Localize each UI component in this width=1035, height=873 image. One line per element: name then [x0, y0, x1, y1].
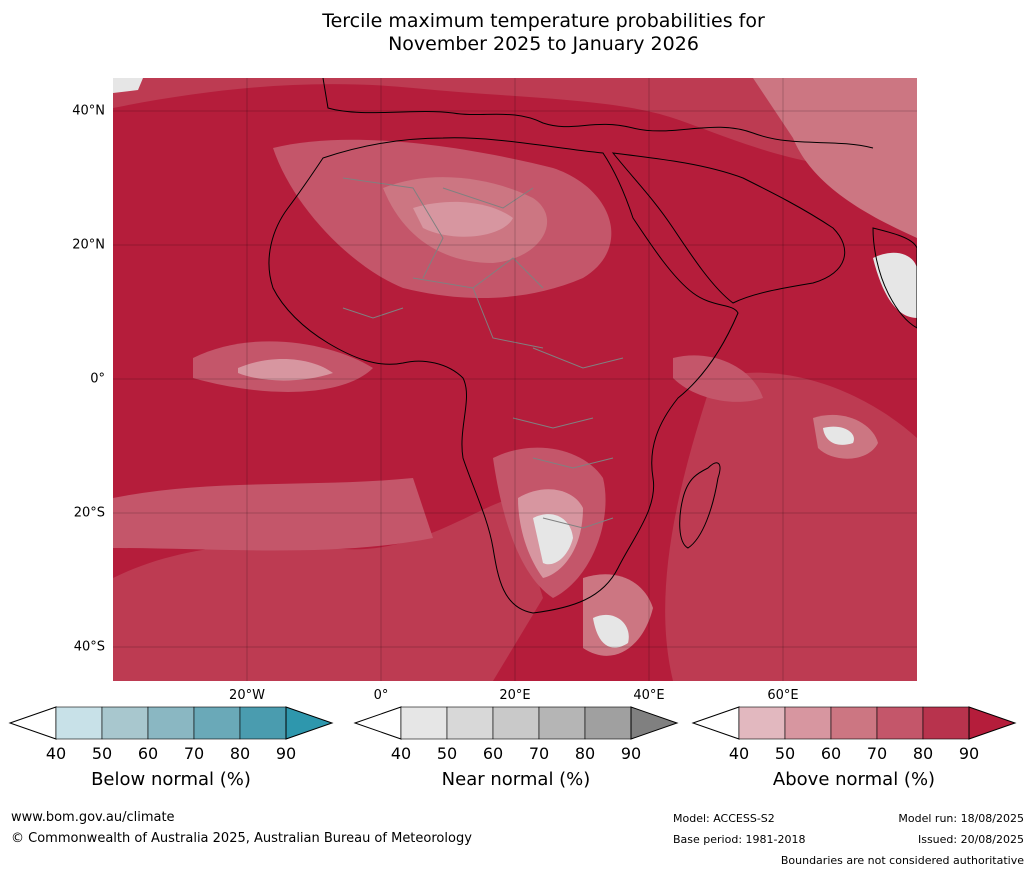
lon-label-0: 0°: [373, 688, 389, 703]
colorbar-below-label: Below normal (%): [91, 769, 251, 790]
colorbar-below-graphic: [8, 706, 334, 740]
colorbar-above-label: Above normal (%): [772, 769, 936, 790]
colorbar-above-tick: 80: [912, 744, 934, 763]
colorbar-above-segment: [922, 706, 970, 740]
europe-coastline: [322, 78, 874, 149]
colorbar-above-tick: 70: [866, 744, 888, 763]
arabia-coastline: [611, 152, 846, 304]
lon-label-40e: 40°E: [633, 688, 665, 703]
footer-url: www.bom.gov.au/climate: [11, 810, 175, 825]
map-graphic: [113, 78, 917, 681]
colorbar-near-segment: [538, 706, 586, 740]
footer-issued: Issued: 20/08/2025: [917, 833, 1024, 846]
colorbar-near-segment: [400, 706, 448, 740]
colorbar-near-segment: [492, 706, 540, 740]
colorbar-above-tick: 50: [774, 744, 796, 763]
colorbar-below-segment: [55, 706, 103, 740]
colorbar-below-tick: 50: [91, 744, 113, 763]
footer-model-run: Model run: 18/08/2025: [898, 812, 1024, 825]
colorbar-above-segment: [830, 706, 878, 740]
footer-base-period: Base period: 1981-2018: [673, 833, 806, 846]
footer-copyright: © Commonwealth of Australia 2025, Austra…: [11, 831, 472, 846]
colorbar-below-tick: 80: [229, 744, 251, 763]
colorbar-near-segment: [584, 706, 632, 740]
lat-label-40n: 40°N: [72, 103, 105, 119]
colorbar-below-tick: 40: [45, 744, 67, 763]
colorbar-below-low-extend: [8, 706, 57, 740]
colorbar-below-segment: [147, 706, 195, 740]
colorbar-near-low-extend: [353, 706, 402, 740]
colorbar-near-tick: 60: [482, 744, 504, 763]
colorbar-above-segment: [738, 706, 786, 740]
colorbar-near-label: Near normal (%): [441, 769, 591, 790]
colorbar-below-tick: 90: [275, 744, 297, 763]
colorbar-below-tick: 70: [183, 744, 205, 763]
colorbar-near-high-extend: [630, 706, 679, 740]
colorbar-above-tick: 40: [728, 744, 750, 763]
colorbar-above-graphic: [691, 706, 1017, 740]
colorbar-below-tick: 60: [137, 744, 159, 763]
lat-label-40s: 40°S: [73, 639, 105, 655]
colorbar-above-normal: 40 50 60 70 80 90 Above normal (%): [691, 706, 1017, 796]
probability-map: [113, 78, 917, 681]
country-borders: [342, 177, 624, 529]
colorbar-below-normal: 40 50 60 70 80 90 Below normal (%): [8, 706, 334, 796]
colorbar-below-high-extend: [285, 706, 334, 740]
colorbar-near-tick: 70: [528, 744, 550, 763]
colorbar-above-segment: [876, 706, 924, 740]
footer-disclaimer: Boundaries are not considered authoritat…: [780, 854, 1024, 867]
colorbar-below-segment: [193, 706, 241, 740]
colorbar-near-tick: 50: [436, 744, 458, 763]
title-line-2: November 2025 to January 2026: [388, 33, 699, 55]
colorbar-below-segment: [101, 706, 149, 740]
chart-title: Tercile maximum temperature probabilitie…: [0, 10, 1035, 56]
colorbar-below-segment: [239, 706, 287, 740]
lat-label-20n: 20°N: [72, 237, 105, 253]
lat-label-0: 0°: [90, 371, 105, 387]
africa-coastline: [268, 137, 739, 614]
colorbar-above-tick: 60: [820, 744, 842, 763]
colorbar-near-tick: 80: [574, 744, 596, 763]
lon-label-20e: 20°E: [499, 688, 531, 703]
colorbar-near-tick: 90: [620, 744, 642, 763]
graticule: [113, 78, 917, 681]
madagascar-coastline: [679, 462, 721, 549]
colorbar-above-low-extend: [691, 706, 740, 740]
colorbar-near-normal: 40 50 60 70 80 90 Near normal (%): [353, 706, 679, 796]
colorbar-near-tick: 40: [390, 744, 412, 763]
colorbar-above-segment: [784, 706, 832, 740]
lon-label-20w: 20°W: [229, 688, 265, 703]
colorbar-near-graphic: [353, 706, 679, 740]
colorbar-above-tick: 90: [958, 744, 980, 763]
colorbar-near-segment: [446, 706, 494, 740]
lat-label-20s: 20°S: [73, 505, 105, 521]
lon-label-60e: 60°E: [767, 688, 799, 703]
title-line-1: Tercile maximum temperature probabilitie…: [322, 10, 765, 32]
probability-shading: [113, 78, 917, 681]
footer-model: Model: ACCESS-S2: [673, 812, 775, 825]
india-coastline: [872, 227, 917, 329]
colorbar-above-high-extend: [968, 706, 1017, 740]
